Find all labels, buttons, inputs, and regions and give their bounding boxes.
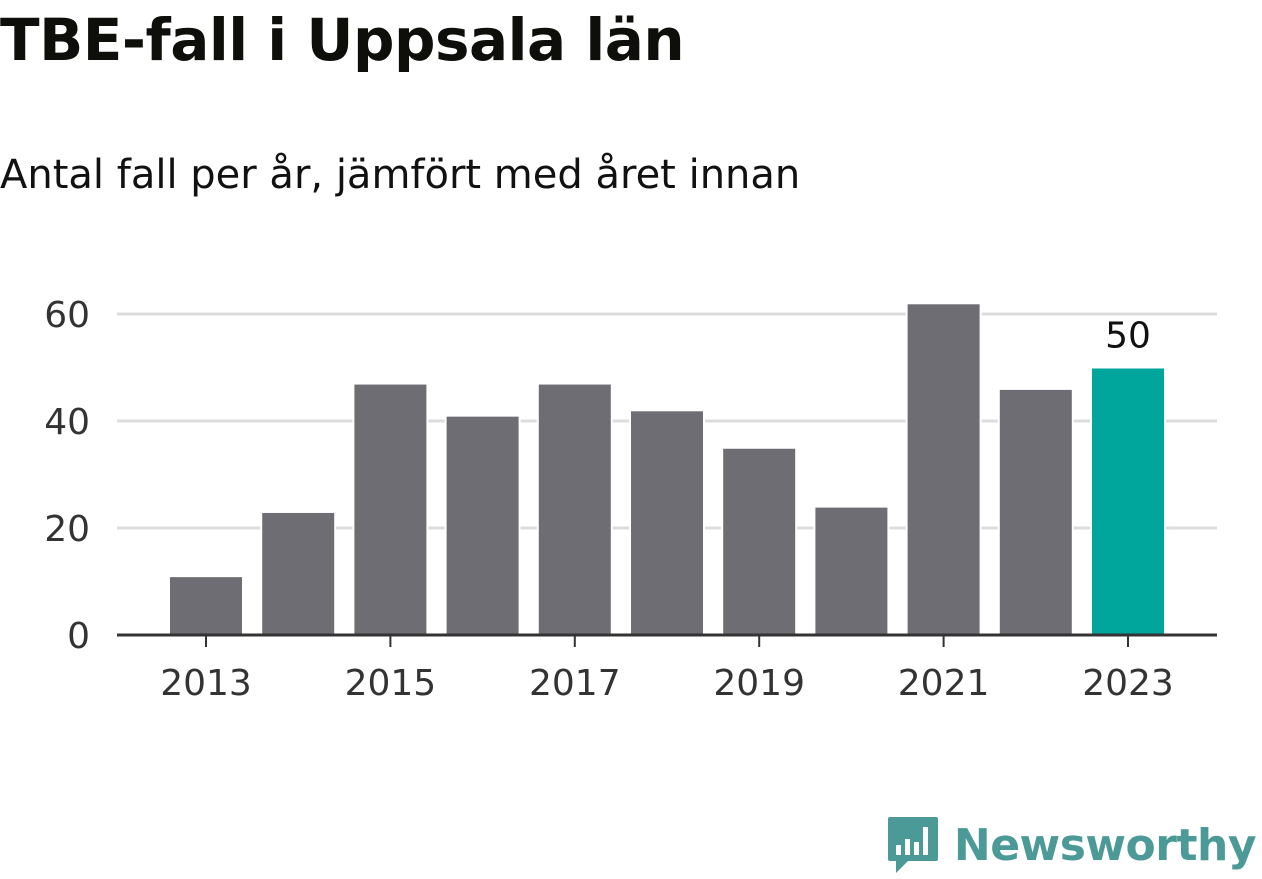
- data-labels: 50: [1105, 316, 1151, 357]
- newsworthy-logo-icon: [887, 817, 938, 873]
- y-tick-label-60: 60: [44, 295, 90, 336]
- x-tick-label-2023: 2023: [1082, 663, 1174, 704]
- bar-2020: [813, 505, 890, 636]
- bar-2022: [997, 387, 1074, 636]
- x-tick-label-2021: 2021: [898, 663, 990, 704]
- data-label-2023: 50: [1105, 316, 1151, 357]
- x-tick-label-2015: 2015: [345, 663, 437, 704]
- x-tick-label-2013: 2013: [160, 663, 252, 704]
- y-tick-label-20: 20: [44, 509, 90, 550]
- bar-2019: [721, 446, 798, 636]
- bar-2015: [352, 382, 429, 636]
- x-tick-label-2019: 2019: [713, 663, 805, 704]
- brand-name: Newsworthy: [953, 819, 1257, 871]
- bar-2014: [260, 510, 337, 637]
- x-axis-ticks: 2013 2015 2017 2019 2021 2023: [160, 635, 1174, 704]
- y-axis-labels: 0 20 40 60: [44, 295, 90, 657]
- bars: [168, 302, 1166, 637]
- brand-footer: Newsworthy: [886, 815, 1257, 875]
- bar-2021: [905, 302, 982, 636]
- bar-2017: [536, 382, 613, 636]
- x-tick-label-2017: 2017: [529, 663, 621, 704]
- bar-2013: [168, 575, 244, 637]
- bar-2018: [629, 409, 705, 636]
- chart-title: TBE-fall i Uppsala län: [0, 6, 685, 74]
- chart-subtitle: Antal fall per år, jämfört med året inna…: [0, 152, 801, 198]
- y-tick-label-40: 40: [44, 402, 90, 443]
- bar-2016: [444, 414, 521, 636]
- y-tick-label-0: 0: [67, 616, 90, 657]
- bar-2023: [1090, 366, 1166, 636]
